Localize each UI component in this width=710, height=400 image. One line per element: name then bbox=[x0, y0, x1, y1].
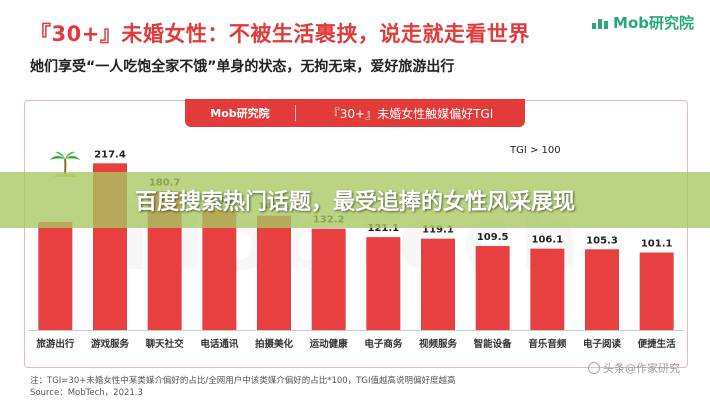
brand-bars-icon bbox=[592, 17, 609, 29]
chart-panel: Mob研究院 『30+』未婚女性触媒偏好TGI bbox=[24, 99, 688, 368]
category-label-2: 聊天社交 bbox=[146, 338, 185, 350]
bar-value-label-1: 217.4 bbox=[94, 149, 126, 160]
category-label-9: 音乐音频 bbox=[528, 338, 567, 350]
bar-9 bbox=[530, 248, 565, 330]
bar-3 bbox=[202, 210, 237, 330]
brand-logo: Mob研究院 bbox=[592, 12, 694, 33]
panel-brand-label: Mob研究院 bbox=[185, 105, 296, 121]
chart-footnote: 注：TGI=30+未婚女性中某类媒介偏好的占比/全网用户中该类媒介偏好的占比*1… bbox=[30, 376, 456, 386]
bar-7 bbox=[421, 238, 455, 330]
bar-11 bbox=[639, 252, 674, 330]
chart-source: Source：MobTech，2021.3 bbox=[30, 388, 143, 398]
page-headline: 『30+』未婚女性：不被生活裹挟，说走就走看世界 bbox=[30, 22, 530, 46]
category-label-1: 游戏服务 bbox=[91, 338, 130, 350]
bar-value-label-9: 106.1 bbox=[532, 235, 564, 246]
category-label-0: 旅游出行 bbox=[36, 338, 75, 350]
bar-4 bbox=[257, 215, 291, 330]
bar-0 bbox=[38, 222, 73, 330]
topic-banner: 百度搜索热门话题，最受追捧的女性风采展现 bbox=[0, 172, 710, 228]
corner-watermark-text: 头条@作家研究 bbox=[603, 362, 680, 375]
brand-name: Mob研究院 bbox=[613, 14, 694, 32]
page-subline: 她们享受“一人吃饱全家不饿”单身的状态，无拘无束，爱好旅游出行 bbox=[30, 59, 455, 75]
category-label-3: 电话通讯 bbox=[200, 338, 239, 350]
bar-value-label-7: 119.1 bbox=[422, 225, 454, 236]
category-label-8: 智能设备 bbox=[474, 338, 513, 350]
chart-panel-header: Mob研究院 『30+』未婚女性触媒偏好TGI bbox=[185, 99, 525, 127]
topic-banner-text: 百度搜索热门话题，最受追捧的女性风采展现 bbox=[134, 190, 575, 215]
bar-value-label-11: 101.1 bbox=[641, 238, 673, 249]
bar-value-label-6: 121.1 bbox=[368, 223, 400, 234]
bar-8 bbox=[475, 246, 510, 330]
bar-6 bbox=[366, 237, 401, 330]
category-label-6: 电子商务 bbox=[364, 338, 403, 350]
category-label-5: 运动健康 bbox=[310, 338, 349, 350]
watermark-ring-icon bbox=[588, 362, 600, 374]
category-label-10: 电子阅读 bbox=[583, 338, 622, 350]
category-label-7: 视频服务 bbox=[419, 338, 458, 350]
bar-value-label-8: 109.5 bbox=[477, 232, 509, 243]
bar-10 bbox=[585, 249, 619, 330]
bar-value-label-10: 105.3 bbox=[586, 235, 618, 246]
category-label-11: 便捷生活 bbox=[638, 338, 677, 350]
bar-5 bbox=[311, 228, 346, 330]
tgi-threshold-note: TGI > 100 bbox=[510, 145, 561, 156]
chart-title: 『30+』未婚女性触媒偏好TGI bbox=[327, 106, 494, 121]
corner-watermark: 头条@作家研究 bbox=[588, 360, 680, 376]
category-label-4: 拍摄美化 bbox=[255, 338, 294, 350]
